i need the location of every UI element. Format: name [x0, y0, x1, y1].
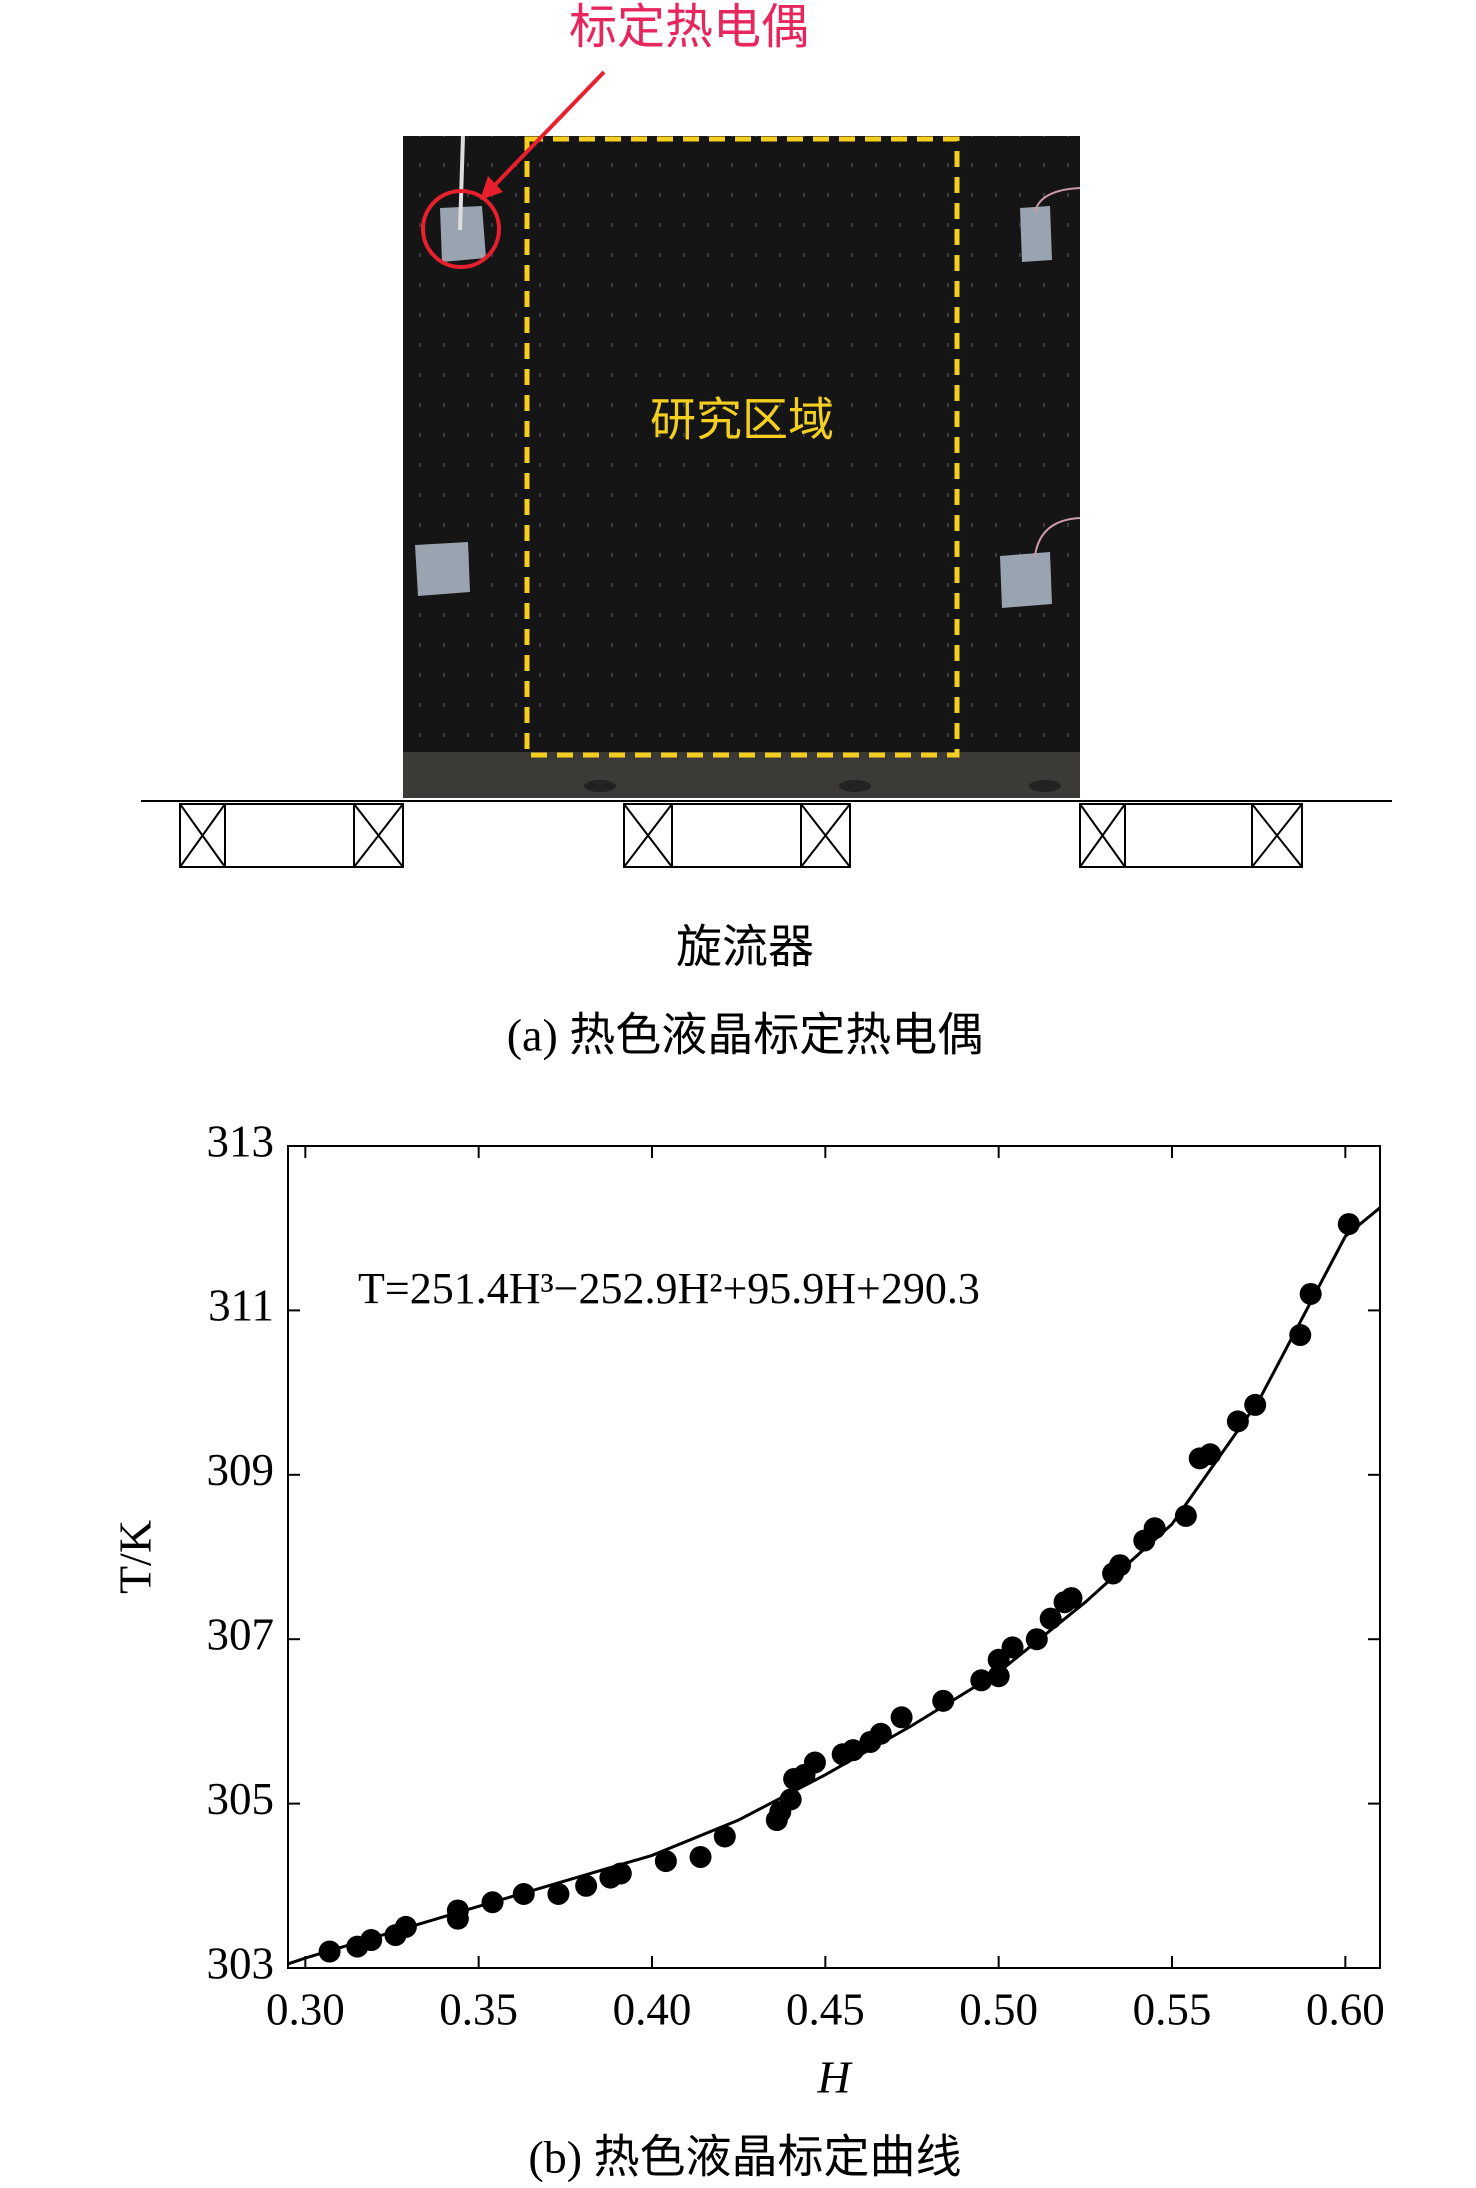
y-tick-label: 309: [207, 1445, 275, 1495]
data-point: [1143, 1517, 1166, 1540]
x-tick-label: 0.30: [266, 1984, 345, 2034]
x-tick-label: 0.35: [439, 1984, 518, 2034]
region-label: 研究区域: [650, 395, 834, 446]
caption: (b) 热色液晶标定曲线: [528, 2132, 961, 2183]
y-tick-label: 305: [207, 1774, 275, 1824]
data-point: [512, 1883, 535, 1906]
data-point: [1025, 1628, 1048, 1651]
data-point: [970, 1669, 993, 1692]
data-point: [1060, 1587, 1083, 1610]
data-point: [779, 1788, 802, 1811]
y-tick-label: 313: [207, 1116, 275, 1166]
data-point: [890, 1706, 913, 1729]
data-point: [1289, 1324, 1312, 1347]
x-axis-label: H: [816, 2052, 853, 2103]
data-point: [360, 1929, 383, 1952]
x-tick-label: 0.50: [959, 1984, 1038, 2034]
photo: [403, 70, 1081, 798]
data-point: [869, 1722, 892, 1745]
x-tick-label: 0.45: [786, 1984, 865, 2034]
y-tick-label: 311: [208, 1281, 274, 1331]
data-point: [1109, 1554, 1131, 1577]
data-point: [987, 1665, 1010, 1688]
data-point: [1244, 1393, 1267, 1416]
data-point: [575, 1874, 598, 1897]
data-point: [609, 1862, 632, 1885]
data-point: [547, 1883, 570, 1906]
data-point: [654, 1850, 677, 1873]
data-point: [318, 1940, 341, 1963]
data-point: [1001, 1636, 1024, 1659]
data-point: [481, 1891, 504, 1914]
x-tick-label: 0.55: [1133, 1984, 1212, 2034]
data-point: [803, 1751, 826, 1774]
data-point: [1039, 1607, 1062, 1630]
data-point: [1337, 1213, 1360, 1236]
data-point: [932, 1689, 955, 1712]
data-point: [394, 1915, 417, 1938]
y-tick-label: 303: [207, 1938, 275, 1988]
y-axis-label: T/K: [110, 1520, 161, 1594]
plot-frame: [287, 1145, 1381, 1969]
data-point: [1226, 1410, 1249, 1433]
data-point: [446, 1907, 469, 1930]
x-tick-label: 0.60: [1306, 1984, 1385, 2034]
data-point: [1174, 1504, 1197, 1527]
x-tick-label: 0.40: [613, 1984, 692, 2034]
thermocouple-label: 标定热电偶: [569, 1, 809, 54]
fit-curve: [287, 1206, 1381, 1966]
chart: 0.30 0.35 0.40 0.45 0.50 0.55 0.60 303 305 307 309…: [110, 1116, 1385, 2182]
caption: (a) 热色液晶标定热电偶: [507, 1010, 984, 1061]
data-point: [689, 1846, 712, 1869]
swirler-diagram: [141, 800, 1392, 868]
swirler-label: 旋流器: [676, 922, 814, 973]
equation: T=251.4H³−252.9H²+95.9H+290.3: [358, 1264, 980, 1313]
data-point: [842, 1739, 865, 1762]
data-point: [713, 1825, 736, 1848]
data-point: [1199, 1443, 1222, 1466]
y-tick-label: 307: [207, 1610, 275, 1660]
data-point: [1299, 1282, 1322, 1305]
